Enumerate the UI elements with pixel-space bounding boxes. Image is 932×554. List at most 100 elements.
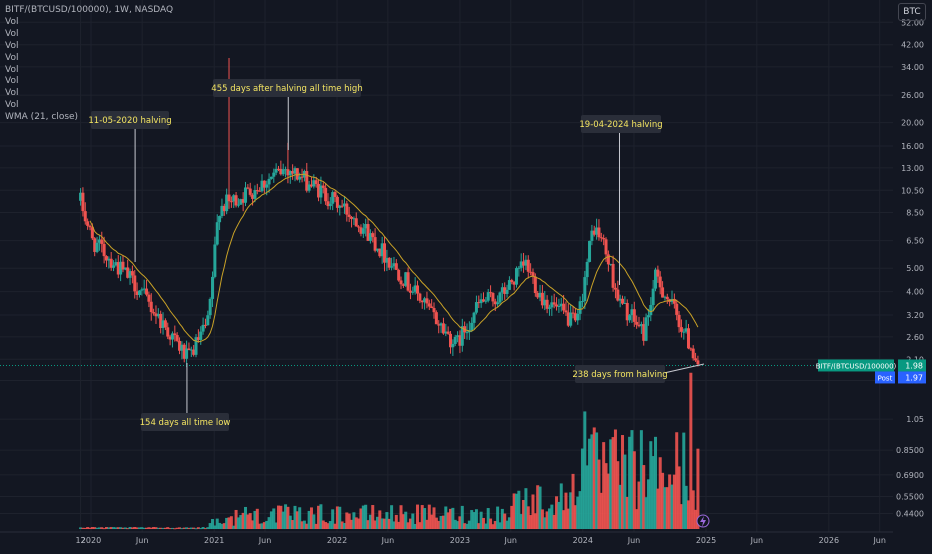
candle-body (286, 169, 290, 176)
volume-bar (246, 514, 250, 529)
candle-body (350, 216, 354, 219)
volume-bar (465, 523, 469, 529)
volume-bar (682, 432, 686, 529)
indicator-vol-4[interactable]: Vol (5, 52, 19, 63)
volume-bar (628, 436, 632, 529)
volume-bar (472, 512, 476, 529)
symbol-title[interactable]: BITF/(BTCUSD/100000), 1W, NASDAQ (5, 5, 174, 15)
volume-bar (597, 459, 601, 529)
volume-bar (288, 515, 292, 529)
candle-body (100, 239, 104, 244)
volume-bar (154, 527, 158, 529)
candle-body (401, 284, 405, 286)
candle-body (559, 303, 563, 307)
candle-body (425, 298, 429, 304)
annotation-from-halving: 238 days from halving (572, 370, 667, 380)
indicator-vol-5[interactable]: Vol (5, 64, 19, 75)
wma-line (89, 173, 699, 343)
volume-bar (425, 519, 429, 529)
candle-body (93, 238, 97, 252)
candle-body (491, 292, 495, 302)
volume-bar (602, 442, 606, 529)
price-axis[interactable]: 52.00 42.00 34.00 26.00 20.00 16.00 13.00 10.50… (901, 18, 924, 364)
volume-bar (453, 519, 457, 529)
volume-bar (635, 509, 639, 529)
time-tick: 2025 (696, 536, 716, 545)
volume-bar (100, 527, 104, 529)
candle-body (128, 271, 132, 278)
candle-body (182, 344, 186, 359)
time-tick: Jun (750, 536, 764, 545)
candle-body (79, 192, 83, 201)
volume-bar (672, 474, 676, 529)
candle-body (119, 261, 123, 275)
candle-body (279, 168, 283, 175)
candle-body (531, 272, 535, 277)
volume-bar (93, 527, 97, 529)
candle-body (458, 335, 462, 346)
candle-body (500, 287, 504, 293)
volume-bar (569, 492, 573, 529)
volume-bar (350, 519, 354, 529)
candle-body (498, 292, 502, 303)
volume-bar (83, 527, 87, 529)
candle-body (644, 317, 648, 341)
volume-bar (81, 527, 85, 529)
volume-bar (170, 527, 174, 529)
candle-body (449, 333, 453, 348)
candle-body (611, 263, 615, 288)
candle-body (97, 239, 101, 243)
candle-body (385, 257, 389, 263)
indicator-vol-8[interactable]: Vol (5, 100, 19, 111)
candle-body (260, 180, 264, 192)
candle-body (295, 168, 299, 180)
candle-body (413, 285, 417, 292)
volume-bar (696, 448, 700, 529)
volume-bar (383, 518, 387, 529)
candle-body (618, 298, 622, 301)
candle-body (314, 180, 318, 185)
volume-bar (192, 527, 196, 529)
volume-bar (498, 522, 502, 529)
volume-bar (218, 522, 222, 529)
volume-bar (352, 512, 356, 529)
candle-body (81, 192, 85, 212)
indicator-vol-6[interactable]: Vol (5, 76, 19, 87)
currency-button[interactable]: BTC (898, 3, 926, 21)
volume-bar (467, 520, 471, 529)
indicator-vol-7[interactable]: Vol (5, 88, 19, 99)
candle-body (272, 172, 276, 177)
volume-bar (357, 518, 361, 529)
volume-bar (646, 479, 650, 529)
candle-body (446, 331, 450, 334)
volume-bar (300, 521, 304, 529)
candle-body (258, 190, 262, 192)
candle-body (83, 211, 87, 222)
candle-body (682, 331, 686, 333)
candle-body (298, 176, 302, 180)
volume-bar (413, 523, 417, 529)
volume-bar (211, 519, 215, 529)
volume-bar (654, 436, 658, 529)
volume-bar (529, 515, 533, 529)
candle-body (583, 277, 587, 302)
volume-bar (328, 521, 332, 529)
volume-bar (479, 511, 483, 529)
indicator-vol-2[interactable]: Vol (5, 28, 19, 39)
volume-bar (208, 523, 212, 529)
volume-bar (441, 515, 445, 529)
candle-body (597, 227, 601, 238)
volume-bar (519, 514, 523, 529)
indicator-vol-1[interactable]: Vol (5, 16, 19, 27)
candle-body (375, 248, 379, 251)
candle-body (373, 237, 377, 251)
candle-body (246, 187, 250, 189)
candle-body (665, 296, 669, 300)
candle-body (484, 300, 488, 302)
indicator-vol-3[interactable]: Vol (5, 40, 19, 51)
indicator-wma[interactable]: WMA (21, close) (5, 112, 79, 123)
candle-body (378, 248, 382, 257)
